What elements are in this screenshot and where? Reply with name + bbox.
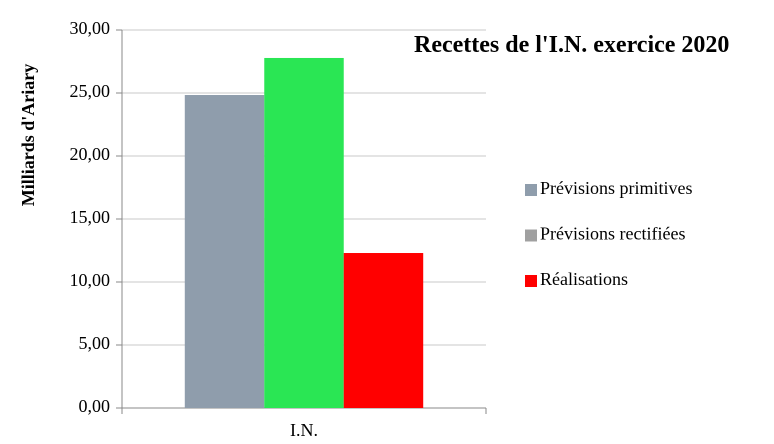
y-tick-label: 20,00: [70, 144, 111, 164]
legend-label: Prévisions primitives: [540, 178, 693, 198]
chart-title: Recettes de l'I.N. exercice 2020: [414, 32, 730, 58]
y-tick-label: 15,00: [70, 207, 111, 227]
x-tick-label: I.N.: [290, 420, 318, 440]
legend-swatch: [525, 229, 537, 242]
bar: [343, 253, 424, 408]
legend-label: Réalisations: [540, 269, 628, 289]
legend-swatch: [525, 184, 537, 196]
y-tick-label: 10,00: [70, 270, 111, 290]
y-tick-label: 0,00: [79, 396, 111, 416]
legend-swatch: [525, 275, 537, 287]
legend-label: Prévisions rectifiées: [540, 224, 685, 244]
y-tick-label: 30,00: [70, 18, 111, 38]
y-tick-label: 25,00: [70, 81, 111, 101]
y-axis-label: Milliards d'Ariary: [18, 64, 38, 207]
bar: [264, 57, 344, 409]
bar: [184, 95, 265, 409]
y-tick-label: 5,00: [79, 333, 111, 353]
